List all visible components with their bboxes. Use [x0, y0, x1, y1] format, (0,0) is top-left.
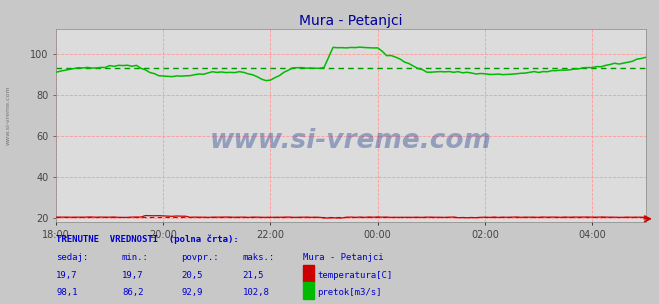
- Text: temperatura[C]: temperatura[C]: [317, 271, 392, 280]
- Text: 86,2: 86,2: [122, 288, 144, 297]
- Text: pretok[m3/s]: pretok[m3/s]: [317, 288, 382, 297]
- Text: 20,5: 20,5: [181, 271, 203, 280]
- Text: 19,7: 19,7: [122, 271, 144, 280]
- Text: sedaj:: sedaj:: [56, 253, 88, 262]
- Title: Mura - Petanjci: Mura - Petanjci: [299, 14, 403, 28]
- Text: 92,9: 92,9: [181, 288, 203, 297]
- Text: min.:: min.:: [122, 253, 149, 262]
- Text: www.si-vreme.com: www.si-vreme.com: [5, 86, 11, 145]
- Text: TRENUTNE  VREDNOSTI  (polna črta):: TRENUTNE VREDNOSTI (polna črta):: [56, 234, 239, 244]
- Text: Mura - Petanjci: Mura - Petanjci: [303, 253, 384, 262]
- Text: 102,8: 102,8: [243, 288, 270, 297]
- Text: povpr.:: povpr.:: [181, 253, 219, 262]
- Text: 19,7: 19,7: [56, 271, 78, 280]
- Text: www.si-vreme.com: www.si-vreme.com: [210, 128, 492, 154]
- Text: 98,1: 98,1: [56, 288, 78, 297]
- Text: maks.:: maks.:: [243, 253, 275, 262]
- Text: 21,5: 21,5: [243, 271, 264, 280]
